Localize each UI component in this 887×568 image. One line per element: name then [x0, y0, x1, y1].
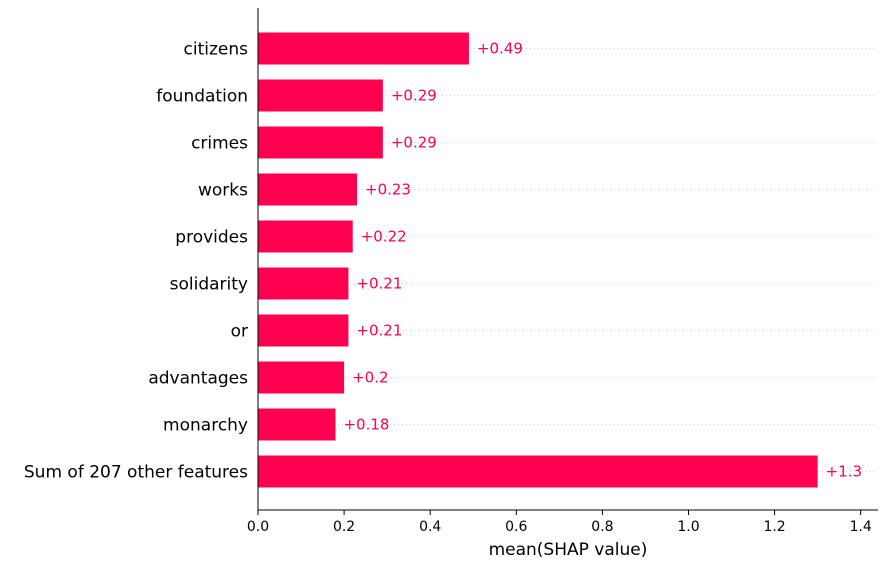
bar-1: [258, 79, 383, 112]
axes: 0.0 0.2 0.4 0.6 0.8 1.0 1.2 1.4 mean(SHAP value): [247, 8, 878, 560]
value-label: +0.18: [343, 416, 389, 434]
category-label: provides: [175, 228, 248, 248]
bar-8: [258, 408, 336, 441]
value-label: +1.3: [826, 463, 862, 481]
category-label: crimes: [191, 134, 248, 154]
x-tick-label: 1.0: [677, 519, 699, 535]
labels: citizens +0.49 foundation +0.29 crimes +0.29 w…: [24, 40, 862, 483]
bar-4: [258, 220, 353, 253]
bars: [258, 32, 818, 488]
category-label: advantages: [148, 369, 248, 389]
category-label: solidarity: [170, 275, 248, 295]
bar-2: [258, 126, 383, 159]
x-tick-label: 1.4: [850, 519, 872, 535]
category-label: or: [231, 322, 248, 342]
value-label: +0.49: [477, 40, 523, 58]
x-tick-label: 0.8: [591, 519, 613, 535]
value-label: +0.22: [361, 228, 407, 246]
bar-0: [258, 32, 469, 65]
x-tick-label: 0.6: [505, 519, 527, 535]
value-label: +0.2: [352, 369, 388, 387]
category-label: Sum of 207 other features: [24, 463, 248, 483]
bar-6: [258, 314, 349, 347]
category-label: monarchy: [163, 416, 248, 436]
bar-9: [258, 455, 818, 488]
x-tick-label: 0.2: [333, 519, 355, 535]
x-tick-label: 0.4: [419, 519, 441, 535]
bar-5: [258, 267, 349, 300]
value-label: +0.29: [391, 87, 437, 105]
grid-lines: [258, 48, 878, 472]
category-label: citizens: [184, 40, 249, 60]
value-label: +0.29: [391, 134, 437, 152]
bar-3: [258, 173, 358, 206]
x-tick-label: 0.0: [247, 519, 269, 535]
value-label: +0.23: [365, 181, 411, 199]
bar-7: [258, 361, 345, 394]
value-label: +0.21: [356, 322, 402, 340]
x-tick-label: 1.2: [763, 519, 785, 535]
x-axis-title: mean(SHAP value): [489, 540, 648, 560]
value-label: +0.21: [356, 275, 402, 293]
category-label: foundation: [156, 87, 248, 107]
category-label: works: [198, 181, 248, 201]
